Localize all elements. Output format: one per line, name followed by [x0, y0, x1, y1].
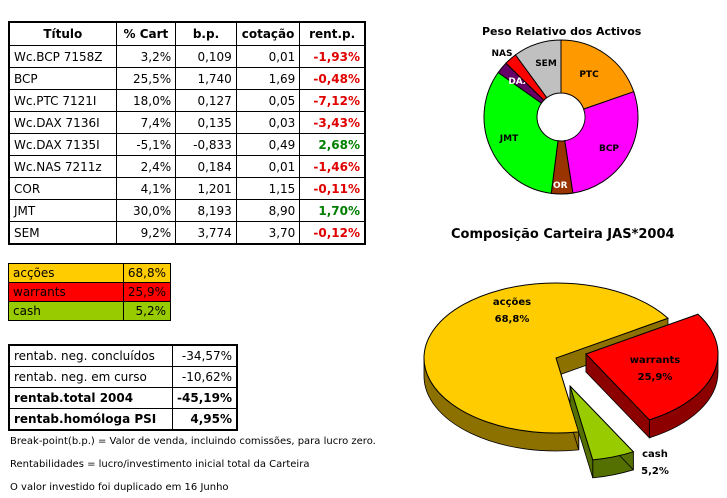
allocation-label: cash	[8, 301, 124, 321]
holding-bp: 0,109	[175, 45, 237, 68]
3d-label-cash: cash	[642, 449, 668, 460]
holding-bp: 8,193	[175, 199, 237, 222]
doughnut-label-nas: NAS	[492, 49, 513, 59]
holding-titulo: SEM	[8, 221, 117, 245]
3d-slice-cash	[569, 385, 635, 479]
header-bp: b.p.	[175, 21, 237, 46]
holding-cotacao: 0,03	[235, 111, 301, 134]
holding-rent: -1,46%	[299, 155, 366, 178]
holding-row: Wc.BCP 7158Z 3,2% 0,109 0,01 -1,93%	[8, 45, 366, 68]
holding-cart: 4,1%	[115, 177, 177, 200]
doughnut-label-cor: COR	[546, 181, 567, 191]
doughnut-slice-bcp	[564, 91, 639, 194]
header-cart: % Cart	[115, 21, 177, 46]
note-breakpoint: Break-point(b.p.) = Valor de venda, incl…	[10, 436, 376, 447]
3d-label-acções: acções	[493, 297, 531, 308]
holding-row: Wc.DAX 7136I 7,4% 0,135 0,03 -3,43%	[8, 111, 366, 134]
3d-top-acções	[423, 282, 669, 434]
holding-bp: 0,135	[175, 111, 237, 134]
holding-cotacao: 1,69	[235, 67, 301, 90]
return-row: rentab.homóloga PSI 4,95%	[8, 408, 238, 431]
holding-rent: -0,12%	[299, 221, 366, 245]
holding-titulo: Wc.DAX 7135I	[8, 133, 117, 156]
return-row: rentab.total 2004 -45,19%	[8, 387, 238, 409]
doughnut-label-sem: SEM	[535, 59, 557, 69]
return-label: rentab.homóloga PSI	[8, 408, 174, 431]
doughnut-slice-ptc	[560, 39, 635, 110]
holdings-header-row: Título % Cart b.p. cotação rent.p.	[8, 21, 366, 46]
holding-titulo: JMT	[8, 199, 117, 222]
holding-row: COR 4,1% 1,201 1,15 -0,11%	[8, 177, 366, 200]
doughnut-label-dax: DAX	[508, 77, 529, 87]
holdings-table: Título % Cart b.p. cotação rent.p. Wc.BC…	[8, 21, 366, 245]
doughnut-slice-jmt	[483, 71, 559, 194]
3d-top-warrants	[585, 313, 719, 421]
holding-cart: 3,2%	[115, 45, 177, 68]
holding-bp: 3,774	[175, 221, 237, 245]
allocation-row: cash 5,2%	[8, 301, 172, 321]
holding-cart: 30,0%	[115, 199, 177, 222]
holding-row: Wc.DAX 7135I -5,1% -0,833 0,49 2,68%	[8, 133, 366, 156]
return-row: rentab. neg. concluídos -34,57%	[8, 344, 238, 367]
3d-value-cash: 5,2%	[641, 466, 669, 477]
holding-cotacao: 0,05	[235, 89, 301, 112]
return-row: rentab. neg. em curso -10,62%	[8, 366, 238, 388]
holding-rent: -0,48%	[299, 67, 366, 90]
returns-table: rentab. neg. concluídos -34,57% rentab. ne…	[8, 344, 238, 431]
holding-row: SEM 9,2% 3,774 3,70 -0,12%	[8, 221, 366, 245]
holding-bp: 1,201	[175, 177, 237, 200]
return-label: rentab. neg. em curso	[8, 366, 174, 388]
return-value: -34,57%	[172, 344, 238, 367]
holding-titulo: Wc.PTC 7121I	[8, 89, 117, 112]
holding-row: JMT 30,0% 8,193 8,90 1,70%	[8, 199, 366, 222]
doughnut-label-bcp: BCP	[599, 144, 619, 154]
holding-rent: 2,68%	[299, 133, 366, 156]
allocation-label: warrants	[8, 282, 124, 302]
doughnut-label-ptc: PTC	[579, 70, 599, 80]
return-label: rentab. neg. concluídos	[8, 344, 174, 367]
holding-cotacao: 0,01	[235, 155, 301, 178]
3d-label-warrants: warrants	[630, 355, 680, 366]
allocation-label: acções	[8, 263, 124, 283]
allocation-table: acções 68,8% warrants 25,9% cash 5,2%	[8, 263, 172, 321]
return-label: rentab.total 2004	[8, 387, 174, 409]
note-rentabilidades: Rentabilidades = lucro/investimento inic…	[10, 459, 310, 470]
pie3d-title: Composição Carteira JAS*2004	[451, 227, 675, 242]
holding-rent: -3,43%	[299, 111, 366, 134]
holding-cotacao: 0,49	[235, 133, 301, 156]
allocation-value: 5,2%	[122, 301, 172, 321]
holding-cotacao: 8,90	[235, 199, 301, 222]
holding-row: Wc.NAS 7211z 2,4% 0,184 0,01 -1,46%	[8, 155, 366, 178]
holding-rent: -1,93%	[299, 45, 366, 68]
holding-titulo: Wc.NAS 7211z	[8, 155, 117, 178]
holding-rent: 1,70%	[299, 199, 366, 222]
allocation-row: warrants 25,9%	[8, 282, 172, 302]
return-value: -45,19%	[172, 387, 238, 409]
3d-slice-warrants	[585, 313, 719, 439]
doughnut-title: Peso Relativo dos Activos	[482, 25, 642, 38]
allocation-row: acções 68,8%	[8, 263, 172, 283]
3d-value-warrants: 25,9%	[638, 372, 673, 383]
return-value: 4,95%	[172, 408, 238, 431]
doughnut-slice-sem	[514, 39, 562, 99]
note-valor-investido: O valor investido foi duplicado em 16 Ju…	[10, 482, 229, 493]
3d-value-acções: 68,8%	[495, 314, 530, 325]
holding-cart: -5,1%	[115, 133, 177, 156]
doughnut-label-jmt: JMT	[499, 134, 519, 144]
3d-top-cash	[569, 385, 635, 461]
allocation-value: 68,8%	[122, 263, 172, 283]
allocation-value: 25,9%	[122, 282, 172, 302]
